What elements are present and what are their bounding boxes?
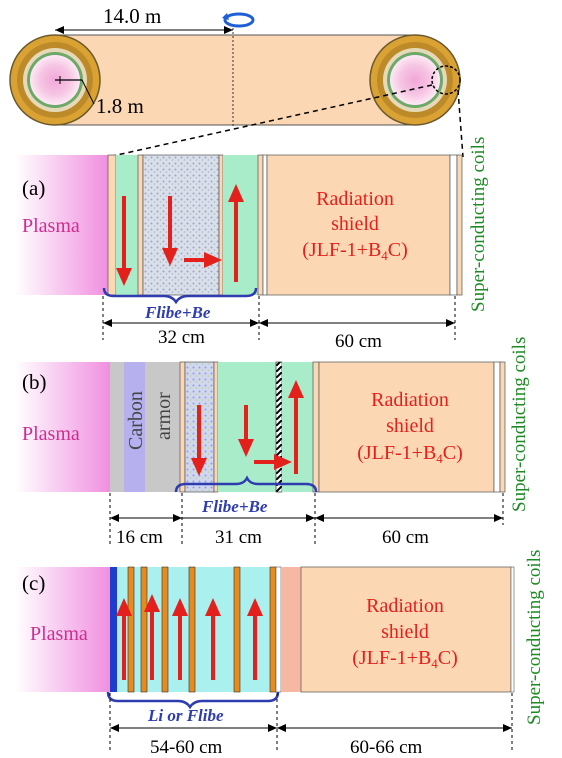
carbon-label: Carbon bbox=[125, 391, 147, 450]
dim2-a: 60 cm bbox=[335, 331, 382, 352]
panel-b: (b) Plasma Carbon armor Radiation shield bbox=[15, 337, 530, 548]
dim1-a: 32 cm bbox=[158, 327, 205, 348]
coils-label-a: Super-conducting coils bbox=[468, 137, 489, 312]
flow-arrows-b bbox=[191, 380, 304, 476]
right-coil-cross-section bbox=[369, 34, 461, 126]
blanket-label-b: Flibe+Be bbox=[201, 497, 268, 516]
dim1-c: 54-60 cm bbox=[150, 737, 223, 758]
plasma-label-b: Plasma bbox=[22, 423, 80, 445]
flow-arrows-c bbox=[116, 594, 263, 680]
plasma-label-a: Plasma bbox=[22, 215, 80, 237]
dim2-b: 31 cm bbox=[215, 527, 262, 548]
coils-label-b: Super-conducting coils bbox=[509, 337, 530, 512]
shield-line2-c: shield bbox=[381, 621, 429, 643]
dim3-b: 60 cm bbox=[382, 527, 429, 548]
helical-device-top-view: 14.0 m 1.8 m bbox=[9, 4, 464, 158]
rotation-icon bbox=[222, 12, 255, 28]
blanket-brace-b bbox=[174, 475, 318, 493]
dim2-c: 60-66 cm bbox=[350, 737, 423, 758]
panel-a: (a) Plasma Radiation shield (JLF-1+B4C) … bbox=[15, 137, 489, 352]
radius-label: 1.8 m bbox=[96, 94, 144, 118]
shield-line1-b: Radiation bbox=[371, 389, 449, 411]
flow-arrows-a bbox=[116, 184, 244, 286]
plasma-label-c: Plasma bbox=[30, 623, 88, 645]
shield-line1-a: Radiation bbox=[316, 188, 394, 210]
first-wall-c bbox=[110, 567, 117, 692]
length-label: 14.0 m bbox=[103, 4, 161, 28]
shield-line3-a: (JLF-1+B4C) bbox=[302, 239, 408, 263]
shield-line2-b: shield bbox=[386, 415, 434, 437]
plasma-region-a bbox=[15, 155, 108, 295]
armor-blue-layer bbox=[124, 362, 145, 492]
coils-label-c: Super-conducting coils bbox=[524, 550, 545, 725]
shield-line2-a: shield bbox=[331, 213, 379, 235]
plasma-region-b bbox=[15, 362, 110, 492]
zoom-circle bbox=[431, 65, 461, 95]
panel-c: (c) Plasma Radiation shield (JLF-1+B4C) bbox=[15, 550, 545, 758]
blanket-brace-a bbox=[102, 287, 258, 305]
panel-a-label: (a) bbox=[22, 176, 45, 200]
shield-line3-c: (JLF-1+B4C) bbox=[352, 647, 458, 671]
blanket-label-c: Li or Flibe bbox=[147, 706, 224, 725]
armor-label: armor bbox=[153, 392, 175, 440]
blanket-label-a: Flibe+Be bbox=[144, 303, 211, 322]
dim1-b: 16 cm bbox=[116, 527, 163, 548]
plasma-region-c bbox=[15, 567, 110, 692]
panel-c-label: (c) bbox=[22, 571, 45, 595]
device-body bbox=[54, 34, 416, 126]
shield-line1-c: Radiation bbox=[366, 595, 444, 617]
blanket-brace-c bbox=[106, 691, 280, 710]
panel-b-label: (b) bbox=[22, 370, 47, 394]
shield-line3-b: (JLF-1+B4C) bbox=[357, 442, 463, 466]
